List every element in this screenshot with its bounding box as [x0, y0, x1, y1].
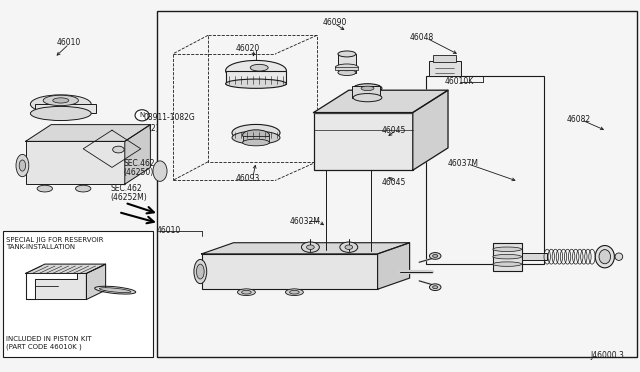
- Polygon shape: [26, 125, 150, 141]
- Text: 46037M: 46037M: [448, 159, 479, 168]
- Ellipse shape: [290, 290, 300, 294]
- Ellipse shape: [31, 106, 91, 121]
- Ellipse shape: [226, 79, 287, 89]
- Bar: [243, 136, 269, 142]
- Ellipse shape: [99, 288, 131, 293]
- Text: 46020: 46020: [236, 44, 260, 53]
- Ellipse shape: [135, 110, 149, 121]
- Ellipse shape: [361, 86, 374, 91]
- Text: SEC.462: SEC.462: [124, 159, 155, 168]
- Polygon shape: [26, 264, 106, 273]
- Bar: [426, 76, 544, 264]
- Text: (PART CODE 46010K ): (PART CODE 46010K ): [6, 343, 82, 350]
- Text: 46090: 46090: [323, 18, 347, 27]
- Ellipse shape: [353, 84, 382, 93]
- Polygon shape: [86, 264, 106, 299]
- Ellipse shape: [338, 51, 356, 57]
- Ellipse shape: [307, 245, 314, 250]
- Text: 08911-1082G: 08911-1082G: [144, 113, 196, 122]
- Text: 46045: 46045: [381, 178, 406, 187]
- Text: 46093: 46093: [236, 174, 260, 183]
- Ellipse shape: [43, 95, 79, 106]
- Bar: [493, 243, 522, 271]
- Bar: [433, 55, 456, 62]
- Ellipse shape: [340, 242, 358, 253]
- Ellipse shape: [493, 247, 522, 251]
- Bar: [226, 71, 287, 84]
- Ellipse shape: [301, 242, 319, 253]
- Ellipse shape: [243, 139, 269, 146]
- Polygon shape: [314, 90, 448, 112]
- Text: 46048: 46048: [410, 33, 434, 42]
- Bar: [522, 253, 547, 260]
- Ellipse shape: [95, 286, 136, 294]
- Bar: [26, 141, 125, 184]
- Ellipse shape: [19, 160, 26, 171]
- Polygon shape: [202, 243, 410, 254]
- Ellipse shape: [237, 289, 255, 295]
- Ellipse shape: [595, 246, 614, 268]
- Ellipse shape: [226, 60, 287, 81]
- Bar: [338, 54, 356, 73]
- Ellipse shape: [615, 253, 623, 260]
- Text: 46045: 46045: [381, 126, 406, 135]
- Ellipse shape: [433, 254, 438, 257]
- Ellipse shape: [250, 64, 268, 71]
- Text: 46010: 46010: [56, 38, 81, 47]
- Ellipse shape: [52, 98, 69, 103]
- Ellipse shape: [285, 289, 303, 295]
- Bar: [335, 67, 358, 70]
- Text: INCLUDED IN PISTON KIT: INCLUDED IN PISTON KIT: [6, 336, 92, 341]
- Polygon shape: [413, 90, 448, 170]
- Text: 46010K: 46010K: [445, 77, 474, 86]
- Bar: [202, 254, 378, 289]
- Polygon shape: [26, 273, 86, 299]
- Ellipse shape: [31, 95, 91, 113]
- Ellipse shape: [196, 264, 204, 279]
- Ellipse shape: [353, 94, 382, 102]
- Text: SPECIAL JIG FOR RESERVOIR: SPECIAL JIG FOR RESERVOIR: [6, 237, 104, 243]
- Ellipse shape: [345, 245, 353, 250]
- Text: (46252M): (46252M): [110, 193, 147, 202]
- Text: J46000 3: J46000 3: [590, 351, 624, 360]
- Ellipse shape: [232, 131, 280, 144]
- Text: 46010: 46010: [156, 226, 180, 235]
- Ellipse shape: [194, 260, 207, 283]
- Ellipse shape: [338, 70, 356, 76]
- Text: (46250): (46250): [124, 169, 154, 177]
- Ellipse shape: [493, 254, 522, 259]
- Ellipse shape: [76, 185, 91, 192]
- Polygon shape: [378, 243, 410, 289]
- Ellipse shape: [16, 154, 29, 177]
- Ellipse shape: [429, 284, 441, 291]
- Bar: [351, 86, 380, 98]
- Ellipse shape: [37, 185, 52, 192]
- Ellipse shape: [113, 146, 124, 153]
- Text: TANK-INSTALLATION: TANK-INSTALLATION: [6, 244, 76, 250]
- Text: 46082: 46082: [566, 115, 591, 124]
- Bar: [157, 11, 637, 357]
- Ellipse shape: [243, 130, 269, 140]
- Ellipse shape: [242, 290, 252, 294]
- Bar: [314, 112, 413, 170]
- Bar: [3, 231, 153, 357]
- Text: (2): (2): [148, 124, 159, 133]
- Ellipse shape: [153, 161, 167, 182]
- Ellipse shape: [433, 286, 438, 289]
- Bar: [35, 104, 96, 113]
- Ellipse shape: [232, 124, 280, 141]
- Ellipse shape: [599, 250, 611, 264]
- Polygon shape: [125, 125, 150, 184]
- Bar: [429, 61, 461, 76]
- Text: SEC.462: SEC.462: [110, 185, 141, 193]
- Text: 46032M: 46032M: [289, 217, 320, 226]
- Text: N: N: [140, 112, 145, 118]
- Ellipse shape: [335, 64, 358, 71]
- Ellipse shape: [493, 262, 522, 266]
- Ellipse shape: [429, 253, 441, 259]
